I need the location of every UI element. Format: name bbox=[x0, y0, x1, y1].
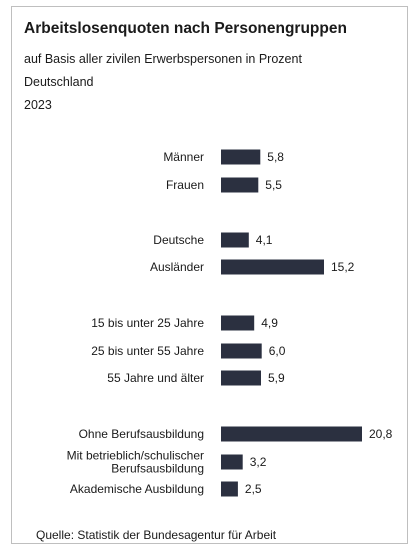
value-label-7: 20,8 bbox=[369, 427, 393, 441]
chart-subtitle: auf Basis aller zivilen Erwerbspersonen … bbox=[24, 52, 302, 66]
bar-9 bbox=[221, 481, 238, 497]
chart-year: 2023 bbox=[24, 98, 52, 112]
bar-7 bbox=[221, 426, 362, 442]
chart-region: Deutschland bbox=[24, 75, 94, 89]
chart-card: Arbeitslosenquoten nach Personengruppen … bbox=[11, 6, 408, 544]
bar-6 bbox=[221, 370, 261, 386]
bar-0 bbox=[221, 149, 261, 165]
category-label-7: Ohne Berufsausbildung bbox=[79, 427, 204, 441]
category-label-3: Ausländer bbox=[150, 260, 204, 274]
category-label-8-line-0: Mit betrieblich/schulischer bbox=[67, 449, 204, 463]
bar-4 bbox=[221, 315, 255, 331]
value-label-1: 5,5 bbox=[265, 178, 282, 192]
category-label-4: 15 bis unter 25 Jahre bbox=[91, 316, 204, 330]
category-label-9: Akademische Ausbildung bbox=[70, 482, 204, 496]
value-label-6: 5,9 bbox=[268, 371, 285, 385]
bar-8 bbox=[221, 454, 243, 470]
bar-chart: 5,8 Männer 5,5 Frauen 4,1 Deutsche 15,2 Ausländ… bbox=[67, 149, 393, 497]
value-label-9: 2,5 bbox=[245, 482, 262, 496]
value-label-5: 6,0 bbox=[269, 344, 286, 358]
category-label-6: 55 Jahre und älter bbox=[107, 371, 204, 385]
value-label-4: 4,9 bbox=[261, 316, 278, 330]
bar-3 bbox=[221, 259, 324, 275]
value-label-2: 4,1 bbox=[256, 233, 273, 247]
bar-5 bbox=[221, 343, 262, 359]
category-label-1: Frauen bbox=[166, 178, 204, 192]
category-label-0: Männer bbox=[163, 150, 204, 164]
category-label-2: Deutsche bbox=[153, 233, 204, 247]
source-note: Quelle: Statistik der Bundesagentur für … bbox=[36, 528, 277, 542]
bar-2 bbox=[221, 232, 249, 248]
chart-title: Arbeitslosenquoten nach Personengruppen bbox=[24, 20, 347, 37]
category-label-8-line-1: Berufsausbildung bbox=[111, 462, 204, 476]
category-label-5: 25 bis unter 55 Jahre bbox=[91, 344, 204, 358]
value-label-8: 3,2 bbox=[250, 455, 267, 469]
value-label-0: 5,8 bbox=[267, 150, 284, 164]
bar-1 bbox=[221, 177, 259, 193]
value-label-3: 15,2 bbox=[331, 260, 355, 274]
